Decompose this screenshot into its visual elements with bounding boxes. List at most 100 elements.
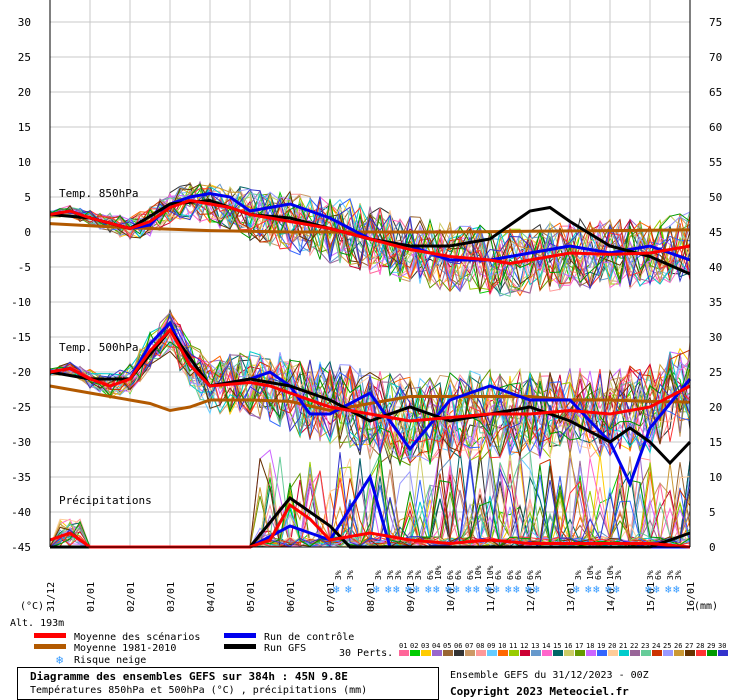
snowflake-icon: ❄ — [453, 583, 460, 596]
right-tick-label: 45 — [709, 226, 722, 239]
left-tick-label: 0 — [24, 226, 31, 239]
left-tick-label: 30 — [18, 16, 31, 29]
pert-number: 27 — [685, 642, 693, 650]
pert-swatch — [542, 650, 552, 656]
left-unit-label: (°C) — [20, 601, 44, 612]
snow-risk-pct: 6% — [494, 570, 503, 580]
pert-number: 17 — [575, 642, 583, 650]
perturbation-line — [49, 189, 691, 290]
pert-swatch — [410, 650, 420, 656]
pert-swatch — [674, 650, 684, 656]
right-tick-label: 25 — [709, 366, 722, 379]
pert-swatch — [597, 650, 607, 656]
right-tick-label: 65 — [709, 86, 722, 99]
left-tick-label: -35 — [11, 471, 31, 484]
snow-risk-pct: 3% — [614, 570, 623, 580]
series-line-0-t850 — [49, 198, 691, 266]
snowflake-icon: ❄ — [333, 583, 340, 596]
snowflake-icon: ❄ — [393, 583, 400, 596]
x-tick-label: 11/01 — [486, 582, 497, 612]
footer-title: Diagramme des ensembles GEFS sur 384h : … — [30, 670, 348, 683]
snowflake-icon: ❄ — [56, 653, 63, 667]
x-tick-label: 04/01 — [206, 582, 217, 612]
legend-swatch-gfs — [224, 644, 256, 649]
altitude-label: Alt. 193m — [10, 618, 64, 629]
x-tick-label: 03/01 — [166, 582, 177, 612]
pert-swatch — [487, 650, 497, 656]
snowflake-icon: ❄ — [345, 583, 352, 596]
pert-number: 24 — [652, 642, 660, 650]
pert-number: 12 — [520, 642, 528, 650]
right-tick-label: 10 — [709, 471, 722, 484]
right-unit-label: (mm) — [694, 601, 718, 612]
right-tick-label: 75 — [709, 16, 722, 29]
pert-number: 08 — [476, 642, 484, 650]
left-tick-label: -45 — [11, 541, 31, 554]
pert-number: 30 — [718, 642, 726, 650]
left-tick-label: -10 — [11, 296, 31, 309]
snowflake-icon: ❄ — [493, 583, 500, 596]
pert-swatch — [509, 650, 519, 656]
perts-label: 30 Perts. — [339, 648, 393, 659]
snowflake-icon: ❄ — [605, 583, 612, 596]
pert-number: 10 — [498, 642, 506, 650]
snow-risk-pct: 3% — [666, 570, 675, 580]
pert-swatch — [553, 650, 563, 656]
left-tick-label: 25 — [18, 51, 31, 64]
x-tick-label: 15/01 — [646, 582, 657, 612]
pert-number: 14 — [542, 642, 550, 650]
snow-risk-pct: 3% — [406, 570, 415, 580]
pert-swatch — [696, 650, 706, 656]
x-tick-label: 16/01 — [686, 582, 697, 612]
pert-swatch — [575, 650, 585, 656]
perturbation-line — [49, 188, 691, 292]
legend-swatch-climate — [34, 644, 66, 649]
snow-risk-pct: 3% — [534, 570, 543, 580]
snowflake-icon: ❄ — [513, 583, 520, 596]
x-tick-label: 06/01 — [286, 582, 297, 612]
snow-risk-markers: 3%❄3%❄3%❄3%❄3%❄3%❄3%❄6%❄10%❄6%❄6%❄6%❄10%… — [333, 565, 683, 596]
snowflake-icon: ❄ — [525, 583, 532, 596]
snow-risk-pct: 3% — [394, 570, 403, 580]
snowflake-icon: ❄ — [445, 583, 452, 596]
pert-swatch — [630, 650, 640, 656]
x-tick-label: 02/01 — [126, 582, 137, 612]
pert-number: 05 — [443, 642, 451, 650]
pert-number: 16 — [564, 642, 572, 650]
pert-number: 29 — [707, 642, 715, 650]
pert-number: 28 — [696, 642, 704, 650]
series-line-3-t850 — [49, 198, 691, 276]
snow-risk-pct: 6% — [426, 570, 435, 580]
right-tick-label: 35 — [709, 296, 722, 309]
right-tick-label: 50 — [709, 191, 722, 204]
pert-swatch — [399, 650, 409, 656]
footer-title-box: Diagramme des ensembles GEFS sur 384h : … — [17, 667, 439, 700]
panel-label-precip: Précipitations — [59, 494, 152, 507]
pert-swatch — [652, 650, 662, 656]
legend-label-snow: Risque neige — [74, 655, 146, 666]
legend-swatch-control — [224, 633, 256, 638]
snow-risk-pct: 6% — [514, 570, 523, 580]
snow-risk-pct: 3% — [646, 570, 655, 580]
perturbation-line — [49, 350, 691, 459]
snowflake-icon: ❄ — [533, 583, 540, 596]
left-tick-label: -5 — [18, 261, 31, 274]
snow-risk-pct: 10% — [606, 565, 615, 580]
right-tick-label: 20 — [709, 401, 722, 414]
right-tick-label: 55 — [709, 156, 722, 169]
snowflake-icon: ❄ — [673, 583, 680, 596]
pert-number: 25 — [663, 642, 671, 650]
pert-swatch — [564, 650, 574, 656]
pert-number: 11 — [509, 642, 517, 650]
legend-label-control: Run de contrôle — [264, 631, 354, 643]
snowflake-icon: ❄ — [665, 583, 672, 596]
pert-number: 15 — [553, 642, 561, 650]
left-tick-label: 15 — [18, 121, 31, 134]
left-tick-label: 20 — [18, 86, 31, 99]
x-tick-label: 14/01 — [606, 582, 617, 612]
pert-swatch — [586, 650, 596, 656]
pert-number: 21 — [619, 642, 627, 650]
left-tick-label: -40 — [11, 506, 31, 519]
snowflake-icon: ❄ — [473, 583, 480, 596]
